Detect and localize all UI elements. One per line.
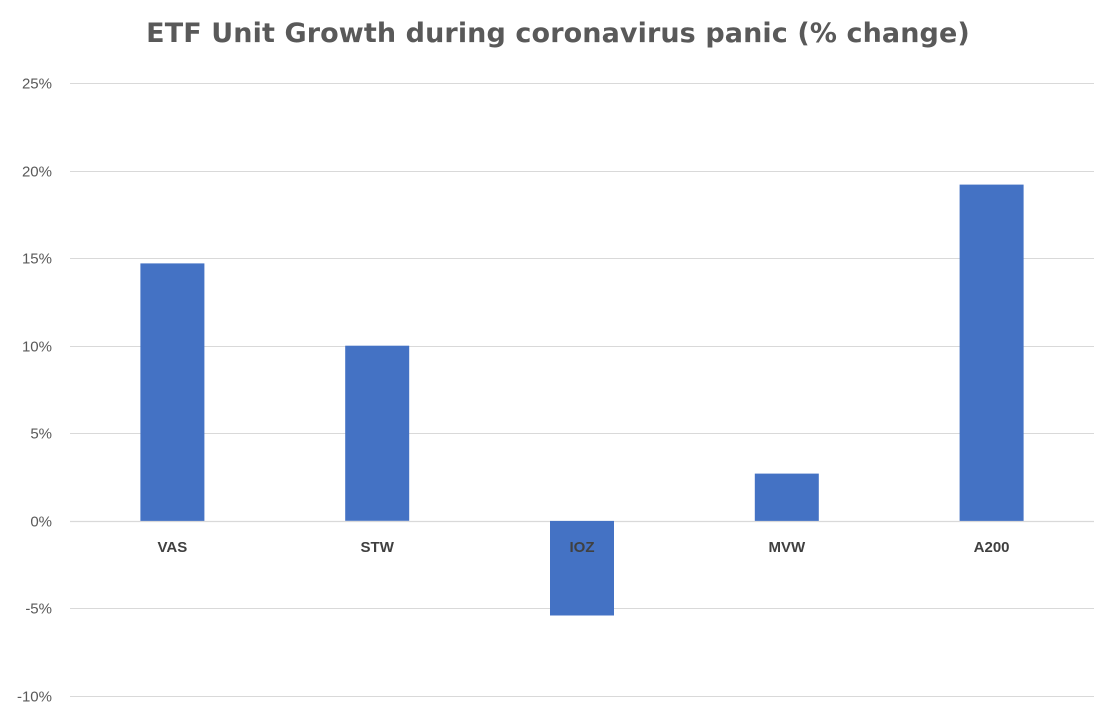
y-tick-label: -10% [17, 689, 52, 706]
chart-title: ETF Unit Growth during coronavirus panic… [146, 18, 970, 49]
y-tick-label: 15% [22, 251, 52, 268]
bar-stw [345, 345, 410, 521]
y-tick-label: 20% [22, 164, 52, 181]
x-axis-ticks: VAS STW IOZ MVW A200 [158, 539, 1010, 556]
bars [140, 184, 1024, 616]
x-tick-label-ioz: IOZ [570, 539, 595, 556]
x-tick-label-a200: A200 [974, 539, 1010, 556]
y-tick-label: 25% [22, 76, 52, 93]
y-tick-label: 10% [22, 339, 52, 356]
bar-ioz [550, 520, 614, 616]
bar-vas [140, 263, 205, 521]
y-tick-label: 0% [30, 514, 52, 531]
x-tick-label-stw: STW [361, 539, 395, 556]
x-tick-label-vas: VAS [158, 539, 188, 556]
y-axis-ticks: 25% 20% 15% 10% 5% 0% -5% -10% [17, 76, 52, 706]
y-tick-label: 5% [30, 426, 52, 443]
bar-a200 [959, 184, 1024, 521]
x-tick-label-mvw: MVW [768, 539, 806, 556]
bar-mvw [754, 473, 819, 521]
y-tick-label: -5% [25, 601, 52, 618]
